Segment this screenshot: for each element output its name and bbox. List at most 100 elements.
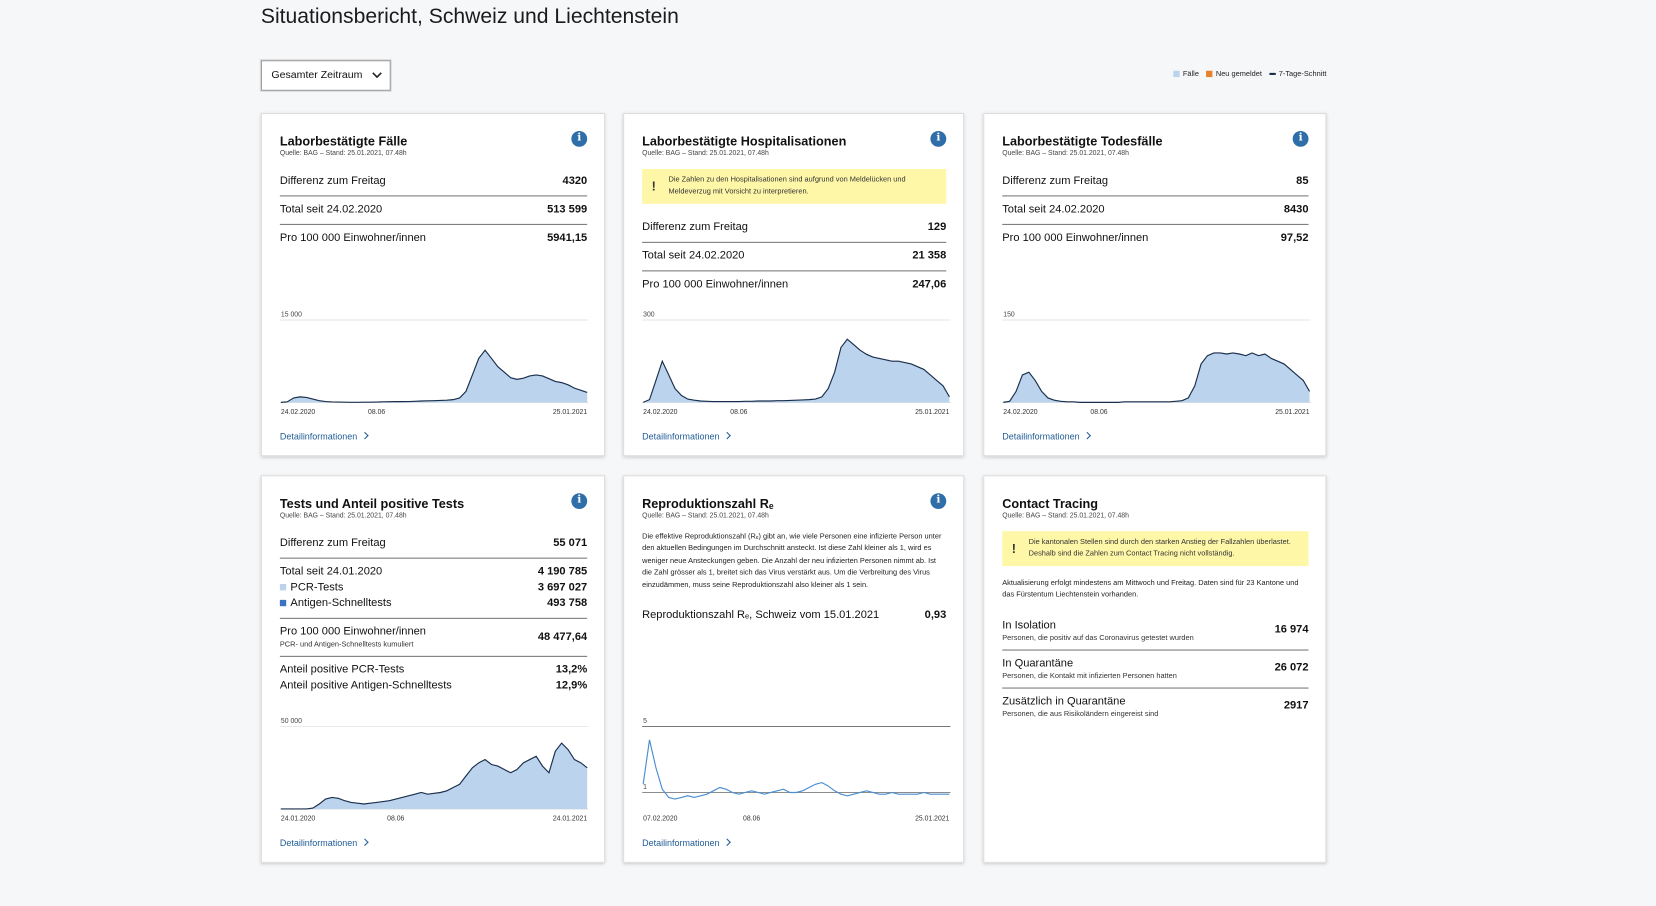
stat-label-text: Total seit 24.02.2020 (279, 202, 383, 216)
stat-label-wrap: Differenz zum Freitag (1002, 173, 1108, 189)
stat-label-text: Total seit 24.01.2020 (279, 565, 383, 578)
stat-row: Anteil positive PCR-Tests 13,2% (280, 662, 587, 678)
stat-row: Antigen-Schnelltests 493 758 (279, 596, 587, 612)
legend-label: Neu gemeldet (1215, 70, 1262, 79)
stat-group: Differenz zum Freitag 4320 (279, 168, 588, 197)
detail-link[interactable]: Detailinformationen (280, 431, 587, 442)
info-icon[interactable] (571, 130, 588, 147)
x-tick-label: 08.06 (743, 816, 760, 823)
stat-value: 129 (927, 220, 947, 234)
detail-link[interactable]: Detailinformationen (642, 837, 946, 848)
stat-label-wrap: Total seit 24.01.2020 (280, 564, 382, 580)
x-tick-label: 08.06 (730, 409, 747, 416)
x-tick-label: 25.01.2021 (915, 816, 950, 823)
stat-row: Pro 100 000 Einwohner/innen 5941,15 (280, 230, 587, 246)
x-tick-label: 25.01.2021 (915, 409, 950, 416)
notice: Die kantonalen Stellen sind durch den st… (1002, 531, 1309, 567)
cases-area (1003, 352, 1310, 403)
stat-label: Total seit 24.02.2020 (642, 248, 744, 264)
stat-label-text: Anteil positive Antigen-Schnelltests (279, 679, 452, 692)
legend-label: Fälle (1182, 70, 1199, 79)
stat-label-wrap: Differenz zum Freitag (280, 535, 386, 551)
stat-value: 26 072 (1274, 661, 1309, 675)
stat-label-wrap: Pro 100 000 Einwohner/innen PCR- und Anti… (280, 624, 426, 649)
detail-link[interactable]: Detailinformationen (642, 431, 946, 442)
stat-group: Differenz zum Freitag 129 (642, 214, 947, 243)
detail-link[interactable]: Detailinformationen (280, 837, 587, 848)
page-title: Situationsbericht, Schweiz und Liechtens… (260, 5, 679, 29)
stat-label: Differenz zum Freitag (1002, 173, 1108, 189)
stat-label: Pro 100 000 Einwohner/innen (280, 230, 426, 246)
detail-link[interactable]: Detailinformationen (1002, 431, 1308, 442)
stat-label-text: Differenz zum Freitag (279, 174, 386, 187)
stat-label: Total seit 24.01.2020 (280, 564, 382, 580)
y-tick-label: 300 (643, 311, 655, 318)
info-icon[interactable] (930, 130, 947, 147)
stat-label-text: Zusätzlich in Quarantäne (1002, 694, 1126, 708)
stat-row: Total seit 24.02.2020 21 358 (642, 248, 946, 264)
stat-label: Pro 100 000 Einwohner/innen (280, 624, 426, 640)
stat-label: Anteil positive Antigen-Schnelltests (280, 678, 452, 694)
stat-label-text: Pro 100 000 Einwohner/innen (279, 625, 426, 638)
stat-label: Differenz zum Freitag (280, 173, 386, 189)
stats: Differenz zum Freitag 55 071 Total seit 24… (279, 530, 588, 700)
card-source: Quelle: BAG – Stand: 25.01.2021, 07.48h (279, 512, 407, 520)
stat-group: Differenz zum Freitag 55 071 (279, 530, 588, 559)
y-tick-label: 50 000 (281, 718, 302, 725)
stat-row: Zusätzlich in Quarantäne Personen, die au… (1002, 694, 1308, 719)
card-source: Quelle: BAG – Stand: 25.01.2021, 07.48h (1002, 149, 1129, 158)
info-icon[interactable] (1292, 130, 1309, 147)
legend-label: 7-Tage-Schnitt (1278, 70, 1327, 79)
stat-group: Differenz zum Freitag 85 (1002, 168, 1309, 197)
stat-label: Pro 100 000 Einwohner/innen (642, 277, 788, 293)
stat-label: Antigen-Schnelltests (279, 596, 392, 612)
stat-group: In Isolation Personen, die positiv auf da… (1002, 612, 1309, 651)
dropdown-label: Gesamter Zeitraum (271, 69, 363, 82)
chart-wrap: 300 24.02.2020 08.06 25.01.2021 (642, 307, 951, 422)
stat-label-text: Pro 100 000 Einwohner/innen (642, 277, 789, 291)
stat-value: 13,2% (555, 663, 588, 676)
stat-label-wrap: Zusätzlich in Quarantäne Personen, die au… (1002, 694, 1158, 719)
info-icon[interactable] (571, 493, 588, 510)
card-title: Laborbestätigte Todesfälle (1002, 134, 1163, 149)
legend-item: Neu gemeldet (1206, 70, 1262, 79)
stat-label-text: In Isolation (1002, 618, 1056, 632)
stat-label-text: PCR-Tests (290, 580, 344, 594)
stat-group: Total seit 24.02.2020 8430 (1002, 196, 1309, 225)
stat-sublabel: Personen, die Kontakt mit infizierten Pe… (1002, 672, 1177, 680)
stat-row: Pro 100 000 Einwohner/innen 247,06 (642, 277, 946, 293)
description: Die effektive Reproduktionszahl (Rₑ) gib… (642, 533, 942, 589)
description: Aktualisierung erfolgt mindestens am Mit… (1002, 579, 1299, 600)
stat-row: Differenz zum Freitag 85 (1002, 173, 1308, 189)
stats: In Isolation Personen, die positiv auf da… (1002, 612, 1309, 725)
card-source: Quelle: BAG – Stand: 25.01.2021, 07.48h (279, 149, 407, 158)
legend-swatch (1206, 70, 1213, 78)
stat-value: 4320 (562, 174, 588, 187)
stats: Differenz zum Freitag 85 Total seit 24.02.… (1002, 168, 1309, 252)
stat-label-wrap: Antigen-Schnelltests (279, 596, 392, 612)
notice: Die Zahlen zu den Hospitalisationen sind… (642, 168, 947, 204)
info-icon[interactable] (930, 493, 947, 510)
stat-label-wrap: Total seit 24.02.2020 (1002, 202, 1104, 218)
stat-row: In Isolation Personen, die positiv auf da… (1002, 618, 1308, 643)
stat-row: Differenz zum Freitag 55 071 (280, 535, 587, 551)
stat-label-text: Total seit 24.02.2020 (642, 249, 745, 262)
stat-row: Total seit 24.01.2020 4 190 785 (280, 564, 587, 580)
stat-value: 4 190 785 (537, 565, 588, 578)
x-tick-label: 25.01.2021 (1275, 409, 1310, 416)
stat-label-wrap: Pro 100 000 Einwohner/innen (280, 230, 426, 246)
legend-item: Fälle (1173, 70, 1199, 79)
stat-label-text: Differenz zum Freitag (279, 536, 386, 550)
trend-line (280, 742, 588, 810)
period-dropdown[interactable]: Gesamter Zeitraum (260, 60, 391, 91)
stat-label-text: Pro 100 000 Einwohner/innen (1002, 231, 1149, 244)
stat-value: 513 599 (547, 202, 588, 216)
stat-label-wrap: Reproduktionszahl Rₑ, Schweiz vom 15.01.… (642, 607, 879, 623)
stat-label-wrap: Pro 100 000 Einwohner/innen (1002, 230, 1148, 246)
stat-label-text: Total seit 24.02.2020 (1002, 202, 1105, 216)
stat-value: 0,93 (924, 608, 947, 622)
stat-group: Zusätzlich in Quarantäne Personen, die au… (1002, 688, 1308, 725)
